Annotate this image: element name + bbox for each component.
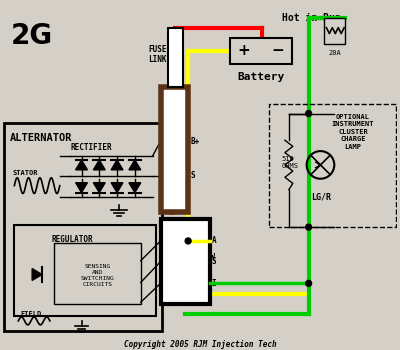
Bar [54,243,141,304]
Text: Battery: Battery [237,72,284,82]
Polygon shape [111,183,123,193]
Text: OPTIONAL
INSTRUMENT
CLUSTER
CHARGE
LAMP: OPTIONAL INSTRUMENT CLUSTER CHARGE LAMP [332,113,374,149]
Polygon shape [76,160,88,170]
Bar [160,87,188,212]
Text: SENSING
AND
SWITCHING
CIRCUITS: SENSING AND SWITCHING CIRCUITS [80,264,114,287]
Text: +: + [237,43,250,58]
Polygon shape [129,160,141,170]
Text: B+: B+ [190,137,199,146]
Bar [4,124,162,331]
Polygon shape [93,183,105,193]
Text: FIELD: FIELD [20,311,42,317]
Text: B/O: B/O [163,143,186,156]
Polygon shape [111,160,123,170]
Text: RECTIFIER: RECTIFIER [70,143,112,152]
Bar [160,219,210,304]
Text: I: I [212,279,216,288]
Text: 2G: 2G [10,22,52,50]
Text: Copyright 2005 RJM Injection Tech: Copyright 2005 RJM Injection Tech [124,340,276,349]
Text: −: − [272,43,284,58]
Text: 20A: 20A [328,50,341,56]
Text: 510
OHMS: 510 OHMS [282,156,299,169]
Bar [168,28,183,87]
Text: LG/R: LG/R [312,193,332,202]
Text: 12
GA
G
R
A
T: 12 GA G R A T [172,41,179,73]
Text: W/BK: W/BK [170,255,200,268]
Bar [14,225,156,316]
Circle shape [185,238,191,244]
Text: STATOR: STATOR [12,170,38,176]
Text: REGULATOR: REGULATOR [52,235,94,244]
Text: S: S [212,257,216,266]
Bar [230,37,292,64]
Polygon shape [93,160,105,170]
Text: ALTERNATOR: ALTERNATOR [10,133,72,143]
Polygon shape [32,268,42,280]
Circle shape [306,111,312,117]
Circle shape [306,224,312,230]
Text: Hot in Run: Hot in Run [282,13,341,23]
Text: Y/W: Y/W [200,252,215,261]
Polygon shape [129,183,141,193]
Bar [324,18,345,44]
Circle shape [306,280,312,286]
Text: FUSE
LINK: FUSE LINK [148,44,166,64]
Bar [269,104,396,227]
Text: S: S [190,171,195,180]
Text: A: A [212,237,216,245]
Polygon shape [76,183,88,193]
